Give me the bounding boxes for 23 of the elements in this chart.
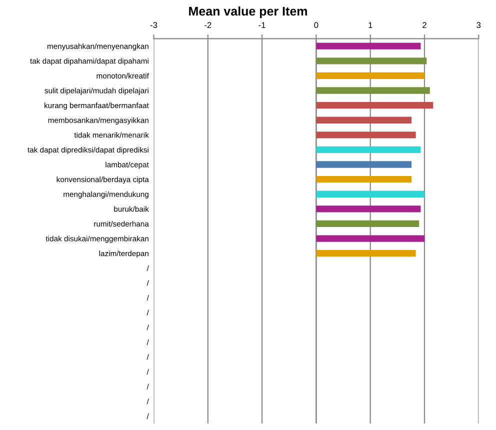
bar [316, 146, 421, 154]
bar [316, 176, 412, 183]
x-tick-label: -2 [204, 22, 212, 28]
x-tick-label: -3 [150, 22, 158, 28]
bar [316, 42, 421, 50]
x-tick-label: 2 [422, 22, 426, 28]
chart-title: Mean value per Item [189, 6, 307, 18]
bar [316, 250, 416, 257]
bar [316, 235, 424, 242]
bar [316, 87, 430, 94]
bar [316, 206, 421, 212]
bar [316, 220, 420, 228]
bar [316, 190, 424, 198]
bar [316, 102, 434, 109]
bar [316, 161, 412, 168]
bar [316, 132, 416, 138]
bar [316, 58, 427, 64]
x-tick-label: -1 [258, 22, 266, 28]
bar [316, 116, 412, 124]
x-tick-label: 3 [476, 22, 481, 28]
bar [316, 72, 424, 80]
x-tick-label: 1 [368, 22, 372, 28]
x-tick-label: 0 [314, 22, 318, 28]
